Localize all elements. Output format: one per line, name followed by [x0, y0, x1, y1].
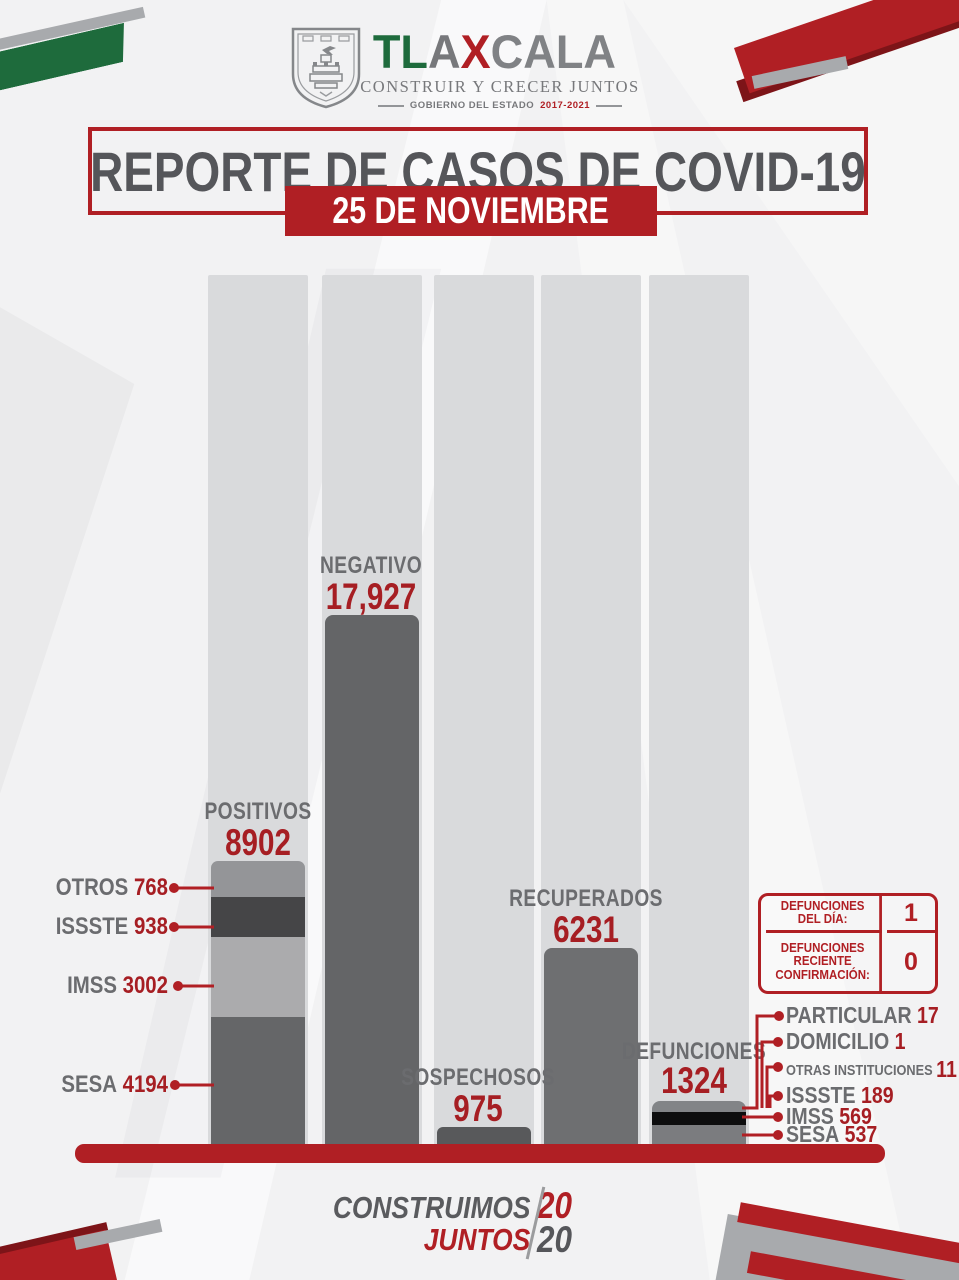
- brand-segment: TL: [372, 25, 428, 78]
- breakdown-row-sesa: SESA 4194: [61, 1071, 168, 1098]
- bar-segment-issste: [211, 897, 305, 937]
- corner-stripe-gray: [73, 1218, 163, 1251]
- government-term: 2017-2021: [540, 100, 591, 111]
- value-label-negativo: 17,927: [325, 576, 417, 617]
- table-value-defunciones-dia: 1: [887, 896, 935, 933]
- chart-column-track: [649, 275, 749, 1145]
- category-label-recuperados: RECUPERADOS: [509, 885, 663, 912]
- death-row-issste: ISSSTE 189: [786, 1082, 894, 1108]
- breakdown-row-imss: IMSS 3002: [67, 972, 168, 999]
- category-label-positivos: POSITIVOS: [204, 798, 312, 825]
- value-label-positivos: 8902: [225, 822, 291, 863]
- category-label-sospechosos: SOSPECHOSOS: [401, 1064, 555, 1091]
- divider: [596, 104, 623, 107]
- brand-wordmark: TLAXCALA: [360, 28, 629, 75]
- coat-of-arms-icon: [291, 27, 361, 109]
- date-banner: 25 DE NOVIEMBRE: [285, 186, 657, 236]
- table-value-defunciones-confirmacion: 0: [904, 947, 918, 976]
- breakdown-row-issste: ISSSTE 938: [55, 913, 168, 940]
- brand-segment: A: [427, 25, 461, 78]
- state-logo: TLAXCALA CONSTRUIR Y CRECER JUNTOS GOBIE…: [360, 28, 640, 111]
- table-label-defunciones-confirmacion: DEFUNCIONES RECIENTE CONFIRMACIÓN:: [766, 933, 882, 991]
- chart-baseline: [75, 1144, 885, 1163]
- chart-column-track: [434, 275, 534, 1145]
- category-label-defunciones: DEFUNCIONES: [621, 1038, 767, 1065]
- death-row-otras-instituciones: OTRAS INSTITUCIONES 11: [786, 1056, 957, 1082]
- report-date: 25 DE NOVIEMBRE: [332, 190, 610, 231]
- death-row-domicilio: DOMICILIO 1: [786, 1028, 906, 1054]
- value-label-sospechosos: 975: [453, 1088, 503, 1129]
- bar-segment-otros: [211, 861, 305, 897]
- death-row-imss: IMSS 569: [786, 1103, 872, 1129]
- bar-segment-imss: [211, 937, 305, 1017]
- bar-segment-defunciones-black: [652, 1112, 746, 1125]
- bar-segment-defunciones-top: [652, 1101, 746, 1112]
- bar-segment-defunciones-bottom: [652, 1125, 746, 1145]
- government-label: GOBIERNO DEL ESTADO: [409, 100, 535, 111]
- footer-number-20-bottom: 20: [537, 1219, 572, 1260]
- value-label-defunciones: 1324: [661, 1060, 727, 1101]
- defunciones-table: DEFUNCIONES DEL DÍA: 1 DEFUNCIONES RECIE…: [758, 893, 938, 994]
- breakdown-row-otros: OTROS 768: [55, 874, 168, 901]
- bar-negativo: [325, 615, 419, 1145]
- divider: [377, 104, 404, 107]
- death-row-particular: PARTICULAR 17: [786, 1002, 939, 1028]
- logo-tagline: CONSTRUIR Y CRECER JUNTOS: [360, 77, 640, 96]
- footer-word-juntos: JUNTOS: [423, 1222, 530, 1257]
- bar-sospechosos: [437, 1127, 531, 1145]
- value-label-recuperados: 6231: [553, 909, 619, 950]
- death-row-sesa: SESA 537: [786, 1121, 878, 1147]
- bar-segment-sesa: [211, 1017, 305, 1145]
- footer-word-construimos: CONSTRUIMOS: [332, 1190, 530, 1225]
- brand-segment: CALA: [490, 25, 616, 78]
- brand-segment: X: [460, 25, 491, 78]
- government-line: GOBIERNO DEL ESTADO 2017-2021: [360, 100, 640, 111]
- table-label-defunciones-dia: DEFUNCIONES DEL DÍA:: [766, 896, 882, 933]
- category-label-negativo: NEGATIVO: [319, 552, 423, 579]
- bar-recuperados: [544, 948, 638, 1145]
